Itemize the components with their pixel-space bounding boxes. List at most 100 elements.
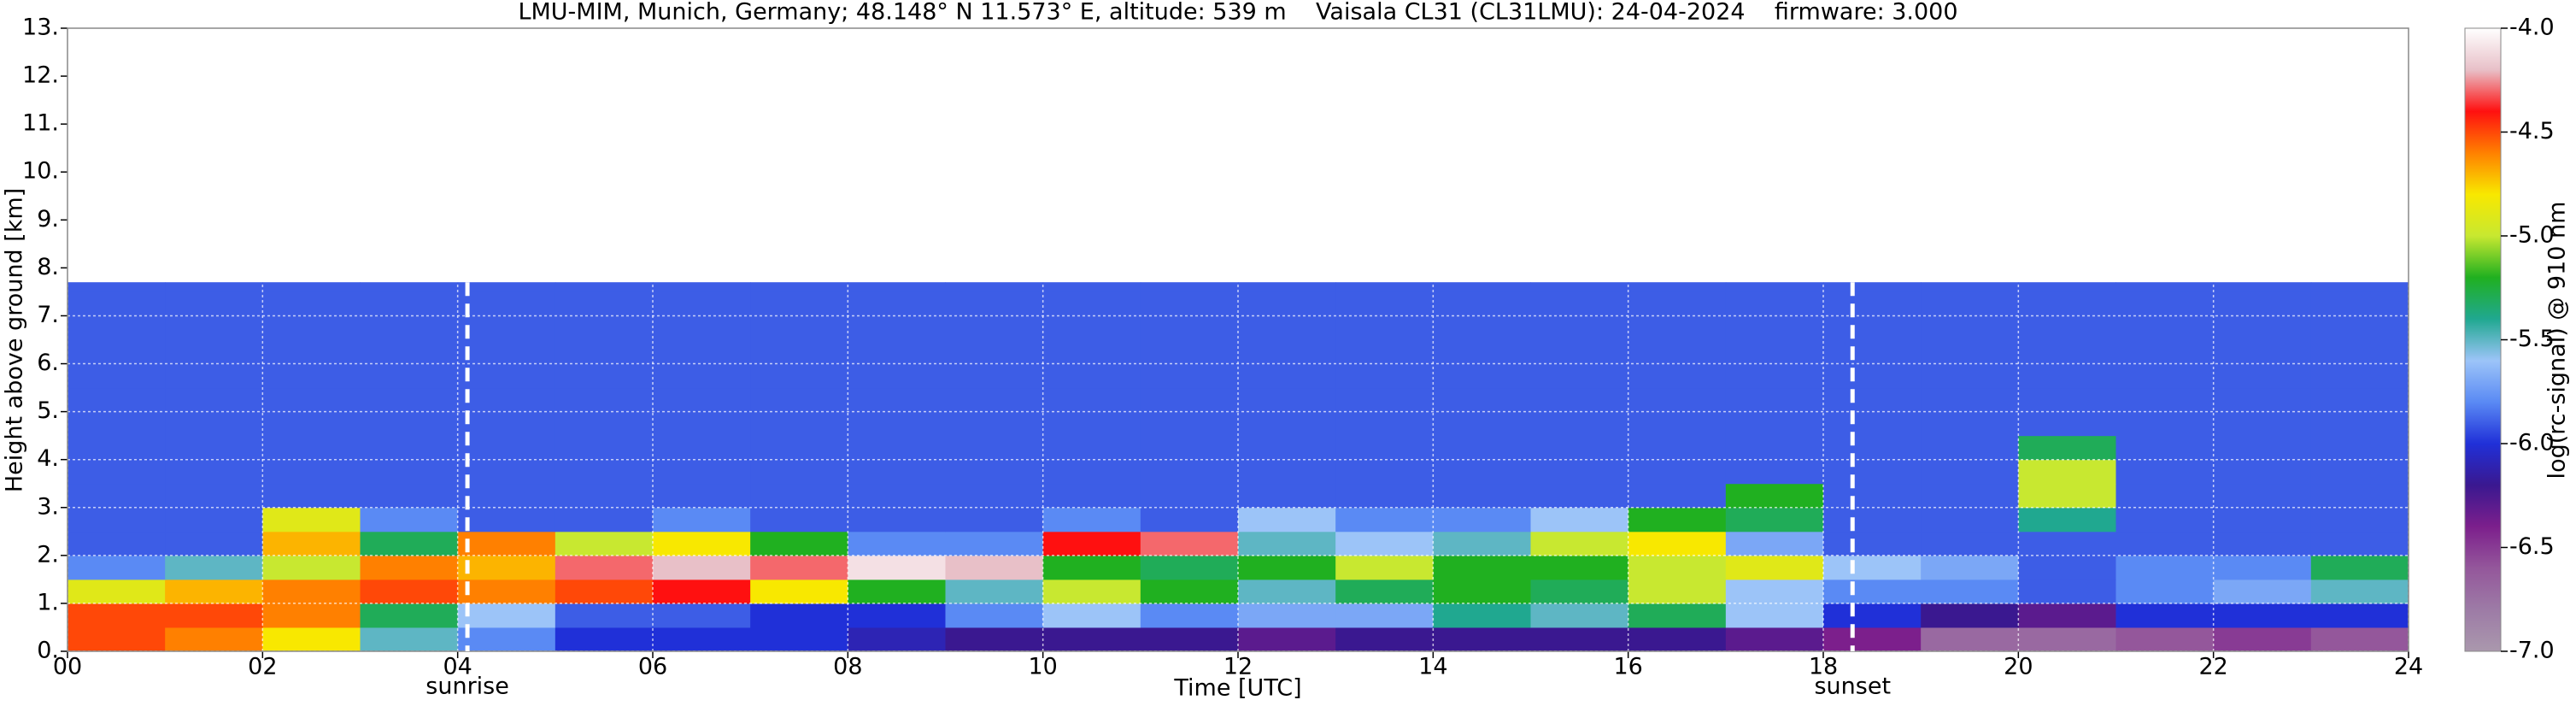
heatmap-cell bbox=[262, 411, 361, 437]
heatmap-cell bbox=[1335, 291, 1434, 316]
heatmap-cell bbox=[653, 459, 751, 485]
heatmap-cell bbox=[848, 435, 946, 461]
heatmap-cell bbox=[1433, 315, 1531, 340]
heatmap-cell bbox=[2213, 411, 2312, 437]
heatmap-cell bbox=[1042, 363, 1141, 389]
x-tick-label: 20 bbox=[2004, 654, 2033, 680]
heatmap-cell bbox=[750, 282, 848, 292]
heatmap-cell bbox=[2213, 459, 2312, 485]
heatmap-cell bbox=[1628, 507, 1727, 532]
heatmap-cell bbox=[945, 435, 1044, 461]
heatmap-cell bbox=[1628, 579, 1727, 604]
heatmap-cell bbox=[2115, 555, 2215, 580]
y-tick-label: 5. bbox=[37, 397, 59, 424]
heatmap-cell bbox=[165, 339, 263, 365]
heatmap-cell bbox=[67, 339, 166, 365]
heatmap-cell bbox=[1921, 555, 2019, 580]
heatmap-cell bbox=[457, 387, 556, 413]
heatmap-cell bbox=[1140, 387, 1239, 413]
heatmap-cell bbox=[2213, 483, 2312, 509]
heatmap-cell bbox=[2018, 291, 2116, 316]
heatmap-cell bbox=[1921, 483, 2019, 509]
heatmap-cell bbox=[2018, 339, 2116, 365]
heatmap-cell bbox=[1140, 483, 1239, 509]
heatmap-cell bbox=[1628, 459, 1727, 485]
heatmap-cell bbox=[2310, 435, 2409, 461]
colorbar-label: log(rc-signal) @ 910 nm bbox=[2544, 202, 2571, 479]
heatmap-cell bbox=[653, 282, 751, 292]
heatmap-cell bbox=[555, 435, 654, 461]
heatmap-cell bbox=[165, 579, 263, 604]
heatmap-cell bbox=[2310, 363, 2409, 389]
heatmap-cell bbox=[165, 363, 263, 389]
heatmap-cell bbox=[653, 363, 751, 389]
heatmap-cell bbox=[848, 579, 946, 604]
y-tick-label: 12. bbox=[22, 62, 59, 89]
heatmap-cell bbox=[1433, 363, 1531, 389]
heatmap-cell bbox=[457, 291, 556, 316]
heatmap-cell bbox=[2115, 435, 2215, 461]
heatmap-cell bbox=[1921, 315, 2019, 340]
heatmap-cell bbox=[1140, 555, 1239, 580]
heatmap-cell bbox=[2018, 387, 2116, 413]
heatmap-cell bbox=[1335, 603, 1434, 628]
heatmap-cell bbox=[165, 555, 263, 580]
heatmap-cell bbox=[1140, 507, 1239, 532]
heatmap-cell bbox=[750, 555, 848, 580]
heatmap-cell bbox=[2213, 315, 2312, 340]
heatmap-cell bbox=[1823, 531, 1922, 556]
heatmap-cell bbox=[360, 531, 459, 556]
heatmap-cell bbox=[262, 387, 361, 413]
heatmap-cell bbox=[2115, 627, 2215, 652]
heatmap-cell bbox=[1530, 483, 1629, 509]
heatmap-cell bbox=[165, 531, 263, 556]
heatmap-cell bbox=[2213, 579, 2312, 604]
heatmap-cell bbox=[555, 339, 654, 365]
heatmap-cell bbox=[67, 531, 166, 556]
heatmap-cell bbox=[262, 339, 361, 365]
heatmap-cell bbox=[2018, 363, 2116, 389]
x-tick-label: 08 bbox=[833, 654, 862, 680]
heatmap-cell bbox=[2213, 339, 2312, 365]
heatmap-cell bbox=[1042, 627, 1141, 652]
heatmap-cell bbox=[2213, 291, 2312, 316]
x-tick-label: 04 bbox=[443, 654, 472, 680]
heatmap-cell bbox=[457, 282, 556, 292]
heatmap-cell bbox=[1823, 579, 1922, 604]
y-tick-label: 1. bbox=[37, 589, 59, 615]
heatmap-cell bbox=[67, 291, 166, 316]
heatmap-cell bbox=[67, 315, 166, 340]
colorbar-tick-label: -7.0 bbox=[2509, 638, 2555, 664]
x-tick-label: 16 bbox=[1613, 654, 1642, 680]
heatmap-cell bbox=[262, 363, 361, 389]
heatmap-cell bbox=[1140, 411, 1239, 437]
heatmap-cell bbox=[1140, 603, 1239, 628]
heatmap-cell bbox=[2018, 315, 2116, 340]
heatmap-cell bbox=[1042, 603, 1141, 628]
x-tick-label: 12 bbox=[1223, 654, 1253, 680]
heatmap-cell bbox=[2115, 315, 2215, 340]
heatmap-cell bbox=[457, 411, 556, 437]
heatmap-cell bbox=[1238, 627, 1336, 652]
heatmap-cell bbox=[848, 483, 946, 509]
heatmap-cell bbox=[457, 507, 556, 532]
heatmap-cell bbox=[1628, 483, 1727, 509]
heatmap-cell bbox=[457, 555, 556, 580]
heatmap-cell bbox=[848, 531, 946, 556]
heatmap-cell bbox=[67, 579, 166, 604]
heatmap-cell bbox=[165, 459, 263, 485]
heatmap-cell bbox=[165, 315, 263, 340]
heatmap-cell bbox=[457, 339, 556, 365]
heatmap-cell bbox=[945, 291, 1044, 316]
heatmap-cell bbox=[750, 483, 848, 509]
heatmap-cell bbox=[2115, 282, 2215, 292]
heatmap-cell bbox=[2213, 627, 2312, 652]
heatmap-cell bbox=[1530, 363, 1629, 389]
heatmap-cell bbox=[945, 411, 1044, 437]
heatmap-cell bbox=[2310, 459, 2409, 485]
heatmap-cell bbox=[360, 459, 459, 485]
heatmap-cell bbox=[360, 507, 459, 532]
heatmap-cell bbox=[1238, 555, 1336, 580]
